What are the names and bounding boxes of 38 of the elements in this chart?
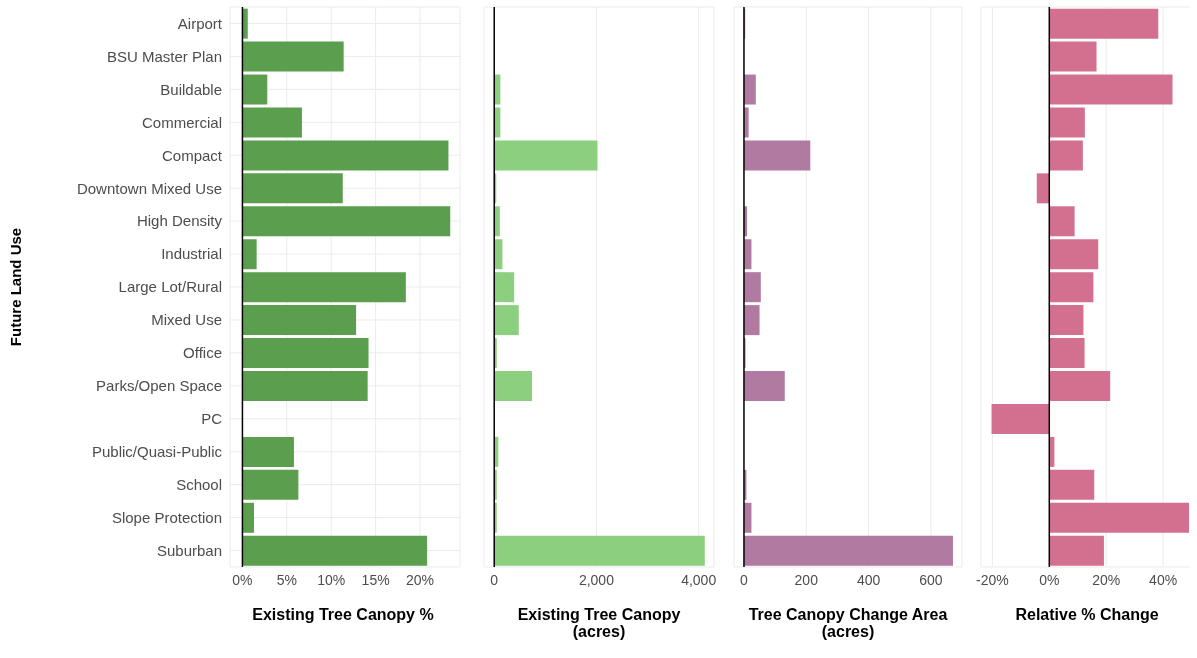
x-tick-label: 0 — [740, 571, 749, 588]
y-tick-label: Buildable — [160, 80, 222, 98]
x-tick-label: 5% — [276, 571, 297, 588]
y-tick-label: Public/Quasi-Public — [91, 443, 223, 461]
x-tick-label: 2,000 — [578, 571, 615, 588]
y-axis-title: Future Land Use — [7, 227, 25, 347]
y-tick-label: Airport — [177, 14, 223, 32]
y-tick-label: High Density — [136, 212, 223, 230]
x-tick-label: 0 — [490, 571, 499, 588]
x-tick-label: 0% — [1039, 571, 1060, 588]
y-tick-label: PC — [201, 410, 223, 428]
x-tick-label: 20% — [406, 571, 435, 588]
y-tick-label: Parks/Open Space — [96, 377, 222, 395]
x-tick-label: 4,000 — [681, 571, 717, 588]
y-tick-label: BSU Master Plan — [106, 47, 222, 65]
x-axis-title: Tree Canopy Change Area (acres) — [747, 606, 949, 640]
y-tick-label: Compact — [161, 146, 223, 164]
y-tick-label: Large Lot/Rural — [118, 278, 222, 296]
y-tick-label: Office — [183, 344, 222, 362]
x-tick-label: 15% — [361, 571, 390, 588]
y-tick-label: Mixed Use — [151, 311, 222, 329]
x-tick-label: 0% — [232, 571, 253, 588]
y-tick-label: Commercial — [141, 113, 222, 131]
y-tick-label: Suburban — [156, 541, 222, 559]
x-axis-title: Relative % Change — [1014, 606, 1160, 623]
x-tick-label: 200 — [794, 571, 819, 588]
y-tick-label: School — [176, 475, 222, 493]
x-tick-label: 400 — [856, 571, 881, 588]
x-tick-label: 40% — [1149, 571, 1178, 588]
x-tick-label: 20% — [1092, 571, 1121, 588]
x-axis-title: Existing Tree Canopy (acres) — [516, 606, 682, 640]
y-tick-label: Downtown Mixed Use — [76, 179, 222, 197]
y-tick-label: Industrial — [161, 245, 222, 263]
y-tick-label: Slope Protection — [111, 508, 222, 526]
x-tick-label: 10% — [317, 571, 346, 588]
x-tick-label: -20% — [976, 571, 1009, 588]
x-tick-label: 600 — [919, 571, 943, 588]
x-axis-title: Existing Tree Canopy % — [251, 606, 435, 623]
